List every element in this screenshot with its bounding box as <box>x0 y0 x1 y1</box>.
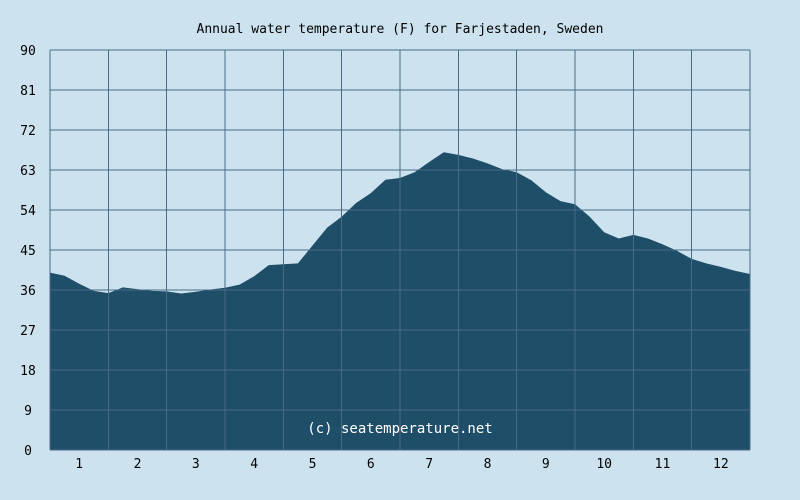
x-tick-label: 6 <box>367 457 375 472</box>
x-tick-label: 3 <box>192 457 200 472</box>
y-tick-label: 54 <box>20 204 36 219</box>
x-tick-label: 4 <box>250 457 258 472</box>
y-tick-label: 18 <box>20 364 36 379</box>
y-tick-label: 63 <box>20 164 36 179</box>
x-tick-label: 11 <box>655 457 671 472</box>
x-tick-label: 5 <box>309 457 317 472</box>
y-tick-label: 27 <box>20 324 36 339</box>
x-tick-label: 2 <box>134 457 142 472</box>
chart-title: Annual water temperature (F) for Farjest… <box>197 22 604 37</box>
y-tick-label: 90 <box>20 44 36 59</box>
y-tick-label: 72 <box>20 124 36 139</box>
watermark-text: (c) seatemperature.net <box>307 421 492 437</box>
y-tick-label: 0 <box>24 444 32 459</box>
y-axis-ticks: 0 9 18 27 36 45 54 63 72 81 90 <box>20 44 36 459</box>
x-tick-label: 1 <box>75 457 83 472</box>
x-tick-label: 8 <box>484 457 492 472</box>
x-tick-label: 9 <box>542 457 550 472</box>
x-tick-label: 10 <box>596 457 612 472</box>
x-tick-label: 12 <box>713 457 729 472</box>
x-axis-ticks: 1 2 3 4 5 6 7 8 9 10 11 12 <box>75 457 728 472</box>
y-tick-label: 81 <box>20 84 36 99</box>
y-tick-label: 36 <box>20 284 36 299</box>
y-tick-label: 9 <box>24 404 32 419</box>
y-tick-label: 45 <box>20 244 36 259</box>
x-tick-label: 7 <box>425 457 433 472</box>
grid-layer <box>49 49 751 451</box>
